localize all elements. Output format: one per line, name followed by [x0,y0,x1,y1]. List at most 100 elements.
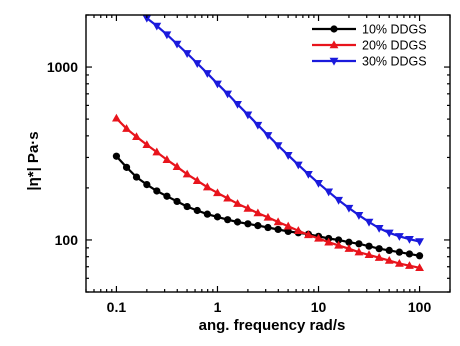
data-point-10-ddgs [405,250,414,258]
data-point-10-ddgs [173,197,181,206]
data-point-30-ddgs [405,236,414,244]
legend-marker-20-ddgs [329,40,339,49]
data-point-30-ddgs [364,218,374,227]
series-line-10-ddgs [115,155,420,257]
data-point-20-ddgs [304,230,313,239]
plot-frame [85,14,451,293]
data-point-30-ddgs [344,204,354,213]
data-point-10-ddgs [153,187,161,195]
data-point-10-ddgs [132,173,141,181]
legend-marker-10-ddgs [330,25,338,33]
data-point-30-ddgs [394,233,404,241]
data-point-10-ddgs [254,222,262,230]
data-point-20-ddgs [374,253,384,261]
data-point-10-ddgs [355,240,363,248]
data-point-30-ddgs [142,14,152,23]
data-point-20-ddgs [283,221,293,230]
data-point-20-ddgs [182,169,192,178]
data-point-30-ddgs [233,100,242,109]
data-point-30-ddgs [202,70,212,78]
data-point-10-ddgs [345,238,353,246]
data-point-20-ddgs [354,247,364,256]
data-point-30-ddgs [293,161,303,170]
data-point-20-ddgs [122,124,131,132]
data-point-20-ddgs [142,140,152,149]
data-point-10-ddgs [183,202,191,211]
data-point-30-ddgs [263,132,273,140]
data-point-20-ddgs [384,255,394,264]
data-point-20-ddgs [233,199,242,207]
data-point-30-ddgs [162,31,172,40]
data-point-30-ddgs [243,111,253,120]
y-tick-label: 100 [55,232,79,248]
data-point-20-ddgs [243,203,253,212]
data-point-10-ddgs [122,163,131,171]
data-point-20-ddgs [334,240,344,249]
x-axis-title: ang. frequency rad/s [199,317,346,334]
data-point-30-ddgs [152,22,162,31]
data-point-20-ddgs [223,193,233,202]
data-point-30-ddgs [415,238,424,247]
x-tick-label: 0.1 [107,299,127,315]
data-point-20-ddgs [132,132,141,140]
data-point-20-ddgs [192,176,202,184]
data-point-10-ddgs [335,236,343,244]
data-point-10-ddgs [375,245,383,253]
data-point-30-ddgs [374,224,384,233]
series-line-30-ddgs [146,17,420,243]
data-point-20-ddgs [263,212,273,221]
data-point-30-ddgs [213,80,222,89]
data-point-10-ddgs [395,248,403,256]
data-point-10-ddgs [213,213,222,221]
data-point-30-ddgs [192,60,202,68]
data-point-30-ddgs [182,50,192,58]
data-point-20-ddgs [293,226,303,234]
legend-label-20-ddgs: 20% DDGS [362,39,427,53]
data-point-20-ddgs [364,250,374,259]
data-point-20-ddgs [152,147,162,156]
legend-label-10-ddgs: 10% DDGS [362,23,427,37]
y-axis-title: |η*| Pa·s [25,131,42,190]
data-point-30-ddgs [172,40,182,49]
data-point-10-ddgs [264,223,272,232]
data-point-30-ddgs [253,121,263,130]
legend-marker-30-ddgs [329,57,339,66]
data-point-10-ddgs [112,152,121,160]
data-point-30-ddgs [283,152,293,160]
data-point-10-ddgs [284,227,292,236]
data-point-20-ddgs [344,244,354,252]
data-point-30-ddgs [324,188,334,197]
data-point-20-ddgs [394,258,404,267]
data-point-20-ddgs [112,113,121,122]
data-point-10-ddgs [203,210,211,218]
data-point-20-ddgs [213,188,222,197]
data-point-20-ddgs [415,263,424,272]
data-point-10-ddgs [365,242,373,250]
data-point-30-ddgs [304,171,313,179]
x-tick-label: 1 [214,299,222,315]
data-point-30-ddgs [334,196,344,205]
y-tick-label: 1000 [47,59,78,75]
data-point-30-ddgs [354,212,364,220]
data-point-30-ddgs [273,142,283,151]
data-point-20-ddgs [314,233,323,242]
data-point-10-ddgs [233,218,242,226]
data-point-30-ddgs [384,229,394,238]
data-point-20-ddgs [202,182,212,191]
data-point-20-ddgs [162,155,172,163]
data-point-30-ddgs [314,179,323,188]
data-point-20-ddgs [253,208,263,217]
legend-label-30-ddgs: 30% DDGS [362,55,427,69]
x-tick-label: 100 [408,299,432,315]
data-point-10-ddgs [415,252,424,260]
data-point-10-ddgs [163,192,171,200]
data-point-20-ddgs [273,217,283,226]
data-point-30-ddgs [223,90,233,99]
data-point-10-ddgs [244,220,252,228]
data-point-10-ddgs [143,180,151,189]
data-point-10-ddgs [385,246,393,255]
data-point-20-ddgs [172,162,182,170]
data-point-10-ddgs [274,225,282,234]
data-point-20-ddgs [405,261,414,269]
